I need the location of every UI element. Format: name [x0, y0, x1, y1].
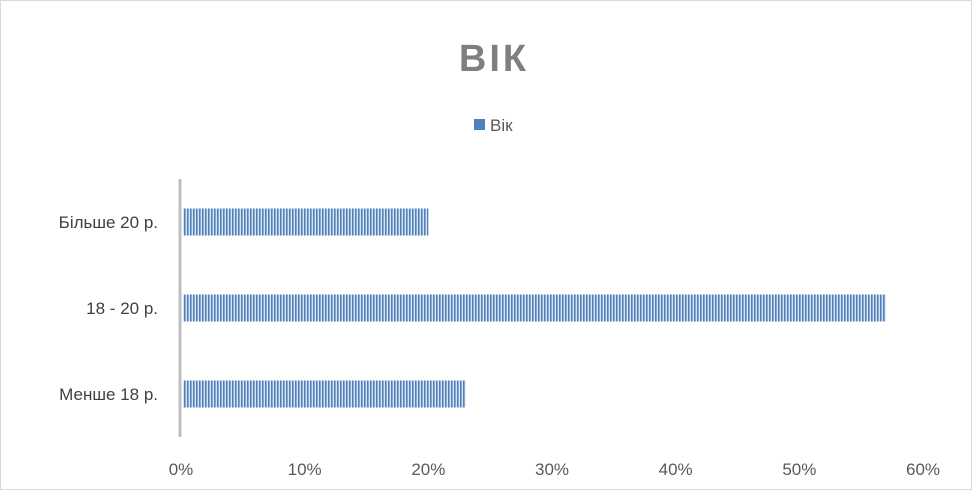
bars-group	[183, 208, 886, 408]
category-label-1: 18 - 20 р.	[86, 299, 158, 318]
x-tick-label-6: 60%	[906, 460, 940, 479]
x-tick-label-3: 30%	[535, 460, 569, 479]
category-label-2: Більше 20 р.	[59, 213, 158, 232]
x-tick-label-4: 40%	[659, 460, 693, 479]
bar-1	[183, 294, 886, 322]
legend-swatch	[474, 119, 485, 130]
category-labels: Менше 18 р. 18 - 20 р. Більше 20 р.	[59, 213, 158, 404]
x-tick-label-2: 20%	[411, 460, 445, 479]
chart-title: ВІК	[459, 38, 529, 80]
bar-2	[183, 208, 429, 236]
legend-label: Вік	[490, 116, 513, 135]
x-tick-label-5: 50%	[782, 460, 816, 479]
legend: Вік	[474, 116, 513, 135]
x-tick-labels: 0% 10% 20% 30% 40% 50% 60%	[169, 460, 940, 479]
x-tick-label-1: 10%	[288, 460, 322, 479]
bar-0	[183, 380, 466, 408]
x-tick-label-0: 0%	[169, 460, 194, 479]
category-label-0: Менше 18 р.	[59, 385, 158, 404]
